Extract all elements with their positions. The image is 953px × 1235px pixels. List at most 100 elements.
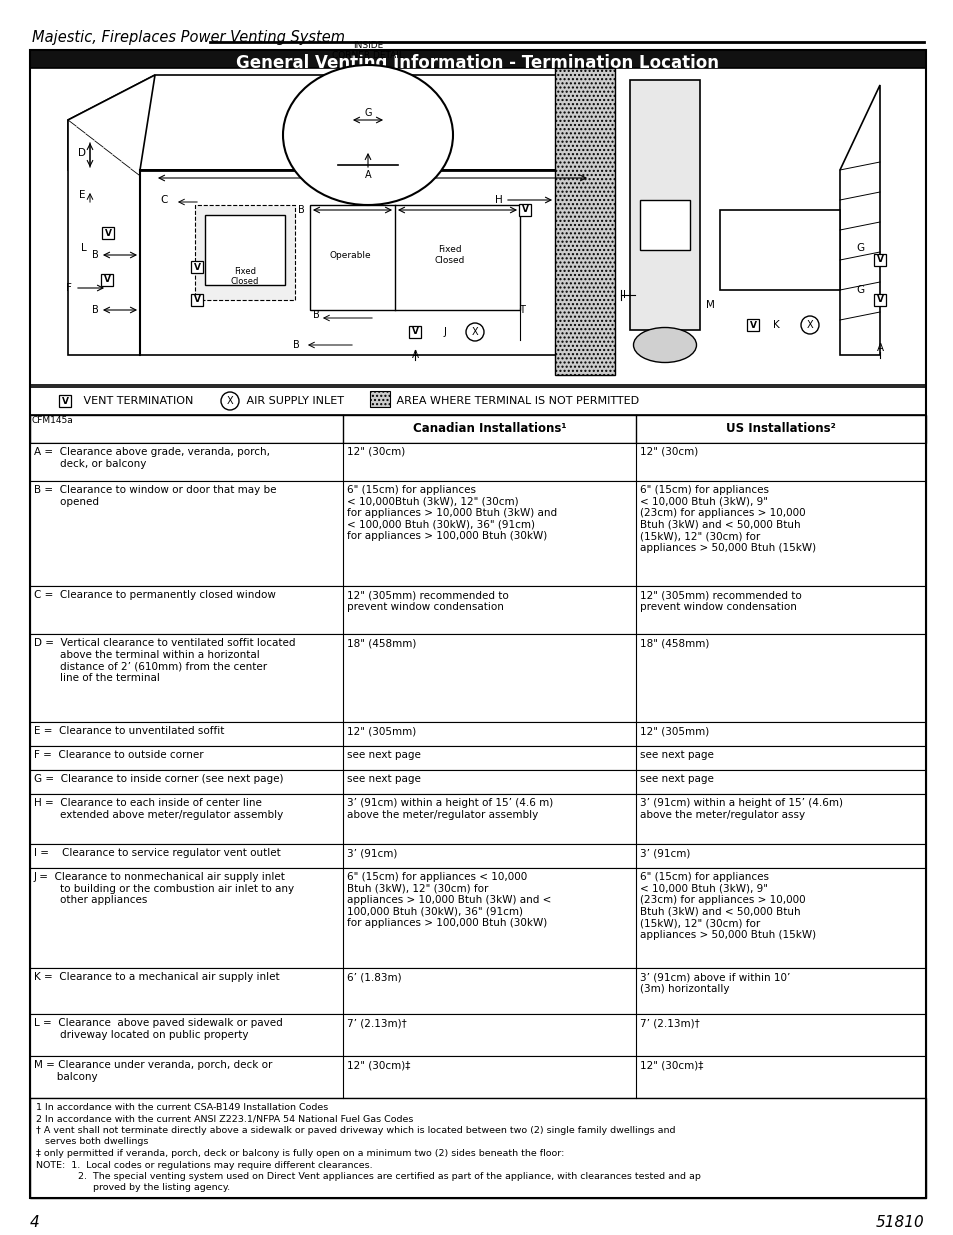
Text: Canadian Installations¹: Canadian Installations¹ xyxy=(413,422,566,436)
Text: 3’ (91cm): 3’ (91cm) xyxy=(347,848,397,858)
Bar xyxy=(746,319,759,331)
Text: D: D xyxy=(78,148,86,158)
Bar xyxy=(639,200,689,249)
Text: X: X xyxy=(806,320,813,330)
Text: NOTE:  1.  Local codes or regulations may require different clearances.: NOTE: 1. Local codes or regulations may … xyxy=(36,1161,373,1170)
Text: see next page: see next page xyxy=(347,774,420,784)
Text: V: V xyxy=(749,321,756,330)
Text: L: L xyxy=(81,243,87,253)
Text: 7’ (2.13m)†: 7’ (2.13m)† xyxy=(639,1018,699,1028)
Text: see next page: see next page xyxy=(639,774,713,784)
Text: V: V xyxy=(876,295,882,305)
Text: Fixed
Closed: Fixed Closed xyxy=(231,267,259,287)
Text: † A vent shall not terminate directly above a sidewalk or paved driveway which i: † A vent shall not terminate directly ab… xyxy=(36,1126,675,1135)
Text: 12" (30cm)‡: 12" (30cm)‡ xyxy=(639,1060,702,1070)
Bar xyxy=(873,294,885,306)
Text: Fixed
Closed: Fixed Closed xyxy=(435,246,465,264)
Text: 6" (15cm) for appliances
< 10,000Btuh (3kW), 12" (30cm)
for appliances > 10,000 : 6" (15cm) for appliances < 10,000Btuh (3… xyxy=(347,485,557,541)
Text: 12" (305mm): 12" (305mm) xyxy=(347,726,416,736)
Bar xyxy=(140,170,589,354)
Bar xyxy=(720,210,840,290)
Text: B: B xyxy=(313,310,319,320)
Bar xyxy=(30,722,925,746)
Text: 12" (305mm): 12" (305mm) xyxy=(639,726,708,736)
Text: B =  Clearance to window or door that may be
        opened: B = Clearance to window or door that may… xyxy=(34,485,276,506)
Text: AIR SUPPLY INLET: AIR SUPPLY INLET xyxy=(243,396,344,406)
Text: General Venting Information - Termination Location: General Venting Information - Terminatio… xyxy=(236,54,719,72)
Text: V: V xyxy=(193,263,200,272)
Bar xyxy=(191,261,203,273)
Text: G: G xyxy=(855,243,863,253)
Text: V: V xyxy=(876,256,882,264)
Text: B: B xyxy=(91,305,98,315)
Text: A: A xyxy=(876,343,882,353)
Text: C =  Clearance to permanently closed window: C = Clearance to permanently closed wind… xyxy=(34,590,275,600)
Text: 51810: 51810 xyxy=(874,1215,923,1230)
Text: 4: 4 xyxy=(30,1215,40,1230)
Text: 12" (30cm): 12" (30cm) xyxy=(347,447,405,457)
Bar xyxy=(101,274,112,287)
Text: see next page: see next page xyxy=(639,750,713,760)
Text: VENT TERMINATION: VENT TERMINATION xyxy=(80,396,193,406)
Text: see next page: see next page xyxy=(347,750,420,760)
Bar xyxy=(361,128,374,141)
Text: H =  Clearance to each inside of center line
        extended above meter/regula: H = Clearance to each inside of center l… xyxy=(34,798,283,820)
Text: V: V xyxy=(524,205,531,215)
Text: 2 In accordance with the current ANSI Z223.1/NFPA 54 National Fuel Gas Codes: 2 In accordance with the current ANSI Z2… xyxy=(36,1114,413,1124)
Bar xyxy=(310,205,519,310)
Bar xyxy=(629,80,700,330)
Text: A: A xyxy=(364,170,371,180)
Text: serves both dwellings: serves both dwellings xyxy=(36,1137,149,1146)
Bar xyxy=(30,1014,925,1056)
Text: B: B xyxy=(293,340,299,350)
Text: D =  Vertical clearance to ventilated soffit located
        above the terminal : D = Vertical clearance to ventilated sof… xyxy=(34,638,295,683)
Bar xyxy=(30,443,925,480)
Text: V: V xyxy=(521,205,528,215)
Text: F: F xyxy=(66,283,71,293)
Text: CFM145a: CFM145a xyxy=(32,416,73,425)
Text: proved by the listing agency.: proved by the listing agency. xyxy=(36,1183,230,1193)
Bar xyxy=(370,391,390,408)
Text: B: B xyxy=(91,249,98,261)
Polygon shape xyxy=(68,75,589,170)
Text: ‡ only permitted if veranda, porch, deck or balcony is fully open on a minimum t: ‡ only permitted if veranda, porch, deck… xyxy=(36,1149,564,1158)
Bar xyxy=(629,80,700,330)
Bar xyxy=(30,387,925,415)
Ellipse shape xyxy=(633,327,696,363)
Text: H: H xyxy=(495,195,502,205)
Text: 3’ (91cm): 3’ (91cm) xyxy=(639,848,690,858)
Text: B: B xyxy=(298,205,305,215)
Bar xyxy=(194,205,294,300)
Text: 1 In accordance with the current CSA-B149 Installation Codes: 1 In accordance with the current CSA-B14… xyxy=(36,1103,328,1112)
Text: 12" (305mm) recommended to
prevent window condensation: 12" (305mm) recommended to prevent windo… xyxy=(639,590,801,611)
Polygon shape xyxy=(840,85,879,354)
Text: 18" (458mm): 18" (458mm) xyxy=(347,638,416,648)
Text: 6’ (1.83m): 6’ (1.83m) xyxy=(347,972,401,982)
Text: K =  Clearance to a mechanical air supply inlet: K = Clearance to a mechanical air supply… xyxy=(34,972,279,982)
Bar xyxy=(30,1056,925,1098)
Text: M = Clearance under veranda, porch, deck or
       balcony: M = Clearance under veranda, porch, deck… xyxy=(34,1060,273,1082)
Text: L =  Clearance  above paved sidewalk or paved
        driveway located on public: L = Clearance above paved sidewalk or pa… xyxy=(34,1018,282,1040)
Bar xyxy=(191,294,203,306)
Text: Majestic, Fireplaces Power Venting System: Majestic, Fireplaces Power Venting Syste… xyxy=(32,30,345,44)
Text: 12" (305mm) recommended to
prevent window condensation: 12" (305mm) recommended to prevent windo… xyxy=(347,590,508,611)
Text: T: T xyxy=(518,305,524,315)
Ellipse shape xyxy=(283,65,453,205)
Text: AREA WHERE TERMINAL IS NOT PERMITTED: AREA WHERE TERMINAL IS NOT PERMITTED xyxy=(393,396,639,406)
Text: 6" (15cm) for appliances
< 10,000 Btuh (3kW), 9"
(23cm) for appliances > 10,000
: 6" (15cm) for appliances < 10,000 Btuh (… xyxy=(639,872,815,940)
Text: V: V xyxy=(193,295,200,305)
Text: G =  Clearance to inside corner (see next page): G = Clearance to inside corner (see next… xyxy=(34,774,283,784)
Text: E: E xyxy=(79,190,85,200)
Bar xyxy=(102,227,113,240)
Bar xyxy=(555,68,615,375)
Bar xyxy=(30,585,925,634)
Text: 6" (15cm) for appliances
< 10,000 Btuh (3kW), 9"
(23cm) for appliances > 10,000
: 6" (15cm) for appliances < 10,000 Btuh (… xyxy=(639,485,815,553)
Bar xyxy=(30,844,925,868)
Text: X: X xyxy=(471,327,477,337)
Text: V: V xyxy=(364,131,371,140)
Bar xyxy=(59,395,71,408)
Text: V: V xyxy=(61,396,69,405)
Text: G: G xyxy=(855,285,863,295)
Bar xyxy=(30,868,925,968)
Bar xyxy=(720,210,840,290)
